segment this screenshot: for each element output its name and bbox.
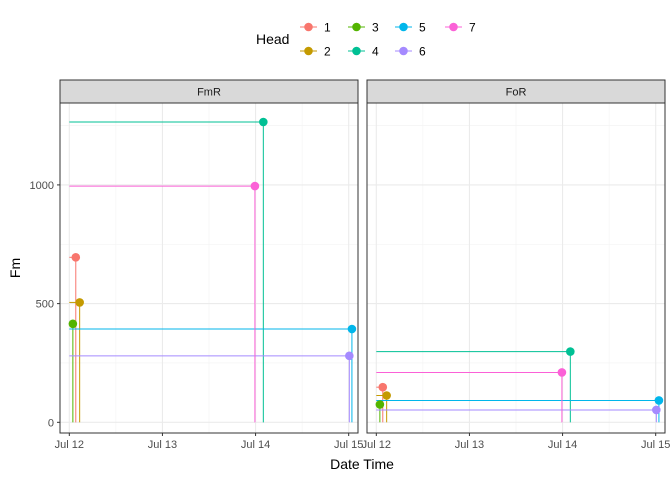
data-point-series-5 [654,396,664,405]
legend-item-2: 2 [300,45,331,59]
y-tick-label: 1000 [30,180,54,192]
data-point-series-3 [68,319,78,329]
legend-label: 4 [372,45,379,59]
x-tick-label: Jul 15 [334,439,363,451]
legend-key-point [449,22,458,32]
panel-for: FoR Jul 12 Jul 13 Jul 14 Jul 15 [362,79,670,451]
x-tick-label: Jul 14 [548,439,577,451]
data-point-series-4 [259,117,268,127]
panels: FmR Jul 12 Jul 13 Jul 14 Jul 15 0 500 1000 FoR Ju… [30,79,670,451]
x-tick-label: Jul 14 [241,439,270,451]
data-point-series-6 [652,405,661,415]
x-tick-label: Jul 12 [362,439,391,451]
data-point-series-5 [347,324,357,334]
legend-label: 1 [324,21,331,35]
legend-item-5: 5 [395,21,426,35]
data-point-series-2 [382,391,391,400]
y-axis-title: Fm [7,258,23,278]
legend-item-4: 4 [348,45,379,59]
data-point-series-1 [378,382,388,392]
legend-label: 6 [419,45,426,59]
legend-label: 3 [372,21,379,35]
legend-item-6: 6 [395,45,426,59]
legend-item-3: 3 [348,21,379,35]
legend-key-point [352,22,361,32]
legend-title: Head [256,31,289,47]
facet-strip-label: FmR [197,87,221,99]
panel-border [366,102,666,434]
data-point-series-4 [566,347,575,356]
y-tick-label: 500 [36,299,54,311]
legend-label: 5 [419,21,426,35]
legend-label: 2 [324,45,331,59]
x-axis-title: Date Time [330,456,394,472]
x-tick-label: Jul 13 [455,439,484,451]
data-point-series-6 [345,351,354,361]
legend-item-1: 1 [300,21,331,35]
legend-key-point [352,46,361,56]
legend-key-point [304,46,313,56]
x-tick-label: Jul 12 [55,439,84,451]
legend-key-point [304,22,313,32]
data-point-series-1 [71,253,81,262]
facet-strip-label: FoR [506,87,527,99]
legend: Head 1 3 5 7 2 4 6 [256,21,476,59]
legend-key-point [399,46,408,56]
data-point-series-7 [557,368,567,377]
legend-label: 7 [469,21,476,35]
data-point-series-7 [250,181,260,191]
y-tick-label: 0 [48,417,54,429]
data-point-series-2 [75,298,84,307]
x-tick-label: Jul 15 [641,439,670,451]
panel-fmr: FmR Jul 12 Jul 13 Jul 14 Jul 15 0 500 1000 [30,79,363,451]
x-tick-label: Jul 13 [148,439,177,451]
data-point-series-3 [375,400,385,409]
legend-key-point [399,22,408,32]
legend-item-7: 7 [445,21,476,35]
panel-border [59,102,359,434]
